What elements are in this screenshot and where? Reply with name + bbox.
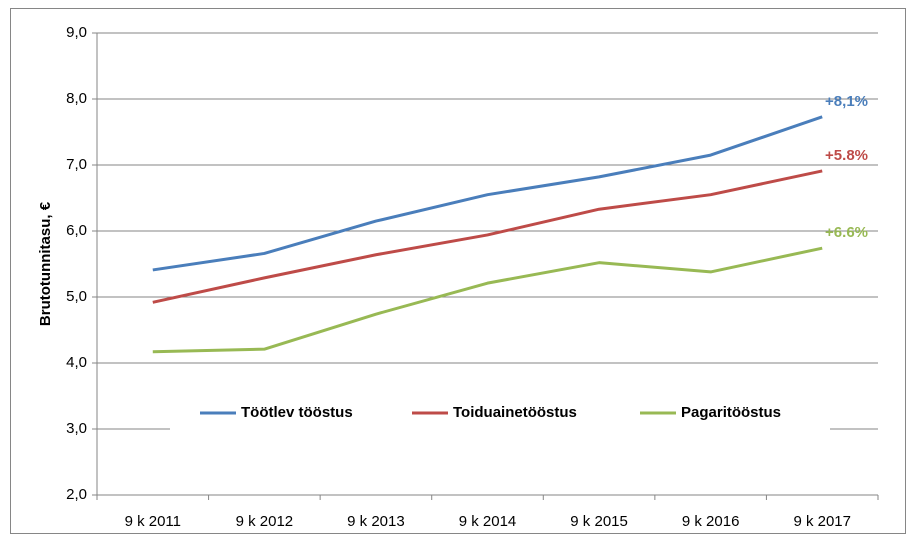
legend-label: Töötlev tööstus: [241, 404, 353, 421]
x-tick-label: 9 k 2015: [570, 513, 628, 530]
annotation: +6.6%: [825, 224, 868, 241]
y-tick-label: 8,0: [66, 90, 87, 107]
y-tick-label: 7,0: [66, 156, 87, 173]
y-tick-label: 5,0: [66, 288, 87, 305]
x-tick-label: 9 k 2017: [793, 513, 851, 530]
x-tick-label: 9 k 2014: [459, 513, 517, 530]
line-series: [152, 169, 823, 304]
annotation: +8,1%: [825, 93, 868, 110]
chart-border: [10, 8, 906, 534]
line-series: [152, 246, 823, 354]
annotation: +5.8%: [825, 147, 868, 164]
line-series: [152, 115, 823, 272]
y-tick-label: 2,0: [66, 486, 87, 503]
x-tick-label: 9 k 2016: [682, 513, 740, 530]
x-tick-label: 9 k 2013: [347, 513, 405, 530]
legend-label: Toiduainetööstus: [453, 404, 577, 421]
legend-box: [170, 396, 830, 430]
legend-label: Pagaritööstus: [681, 404, 781, 421]
y-tick-label: 3,0: [66, 420, 87, 437]
x-tick-label: 9 k 2012: [236, 513, 294, 530]
y-tick-label: 4,0: [66, 354, 87, 371]
y-axis-title: Brutotunnitasu, €: [37, 201, 54, 326]
y-tick-label: 6,0: [66, 222, 87, 239]
y-tick-label: 9,0: [66, 24, 87, 41]
x-tick-label: 9 k 2011: [125, 513, 181, 530]
